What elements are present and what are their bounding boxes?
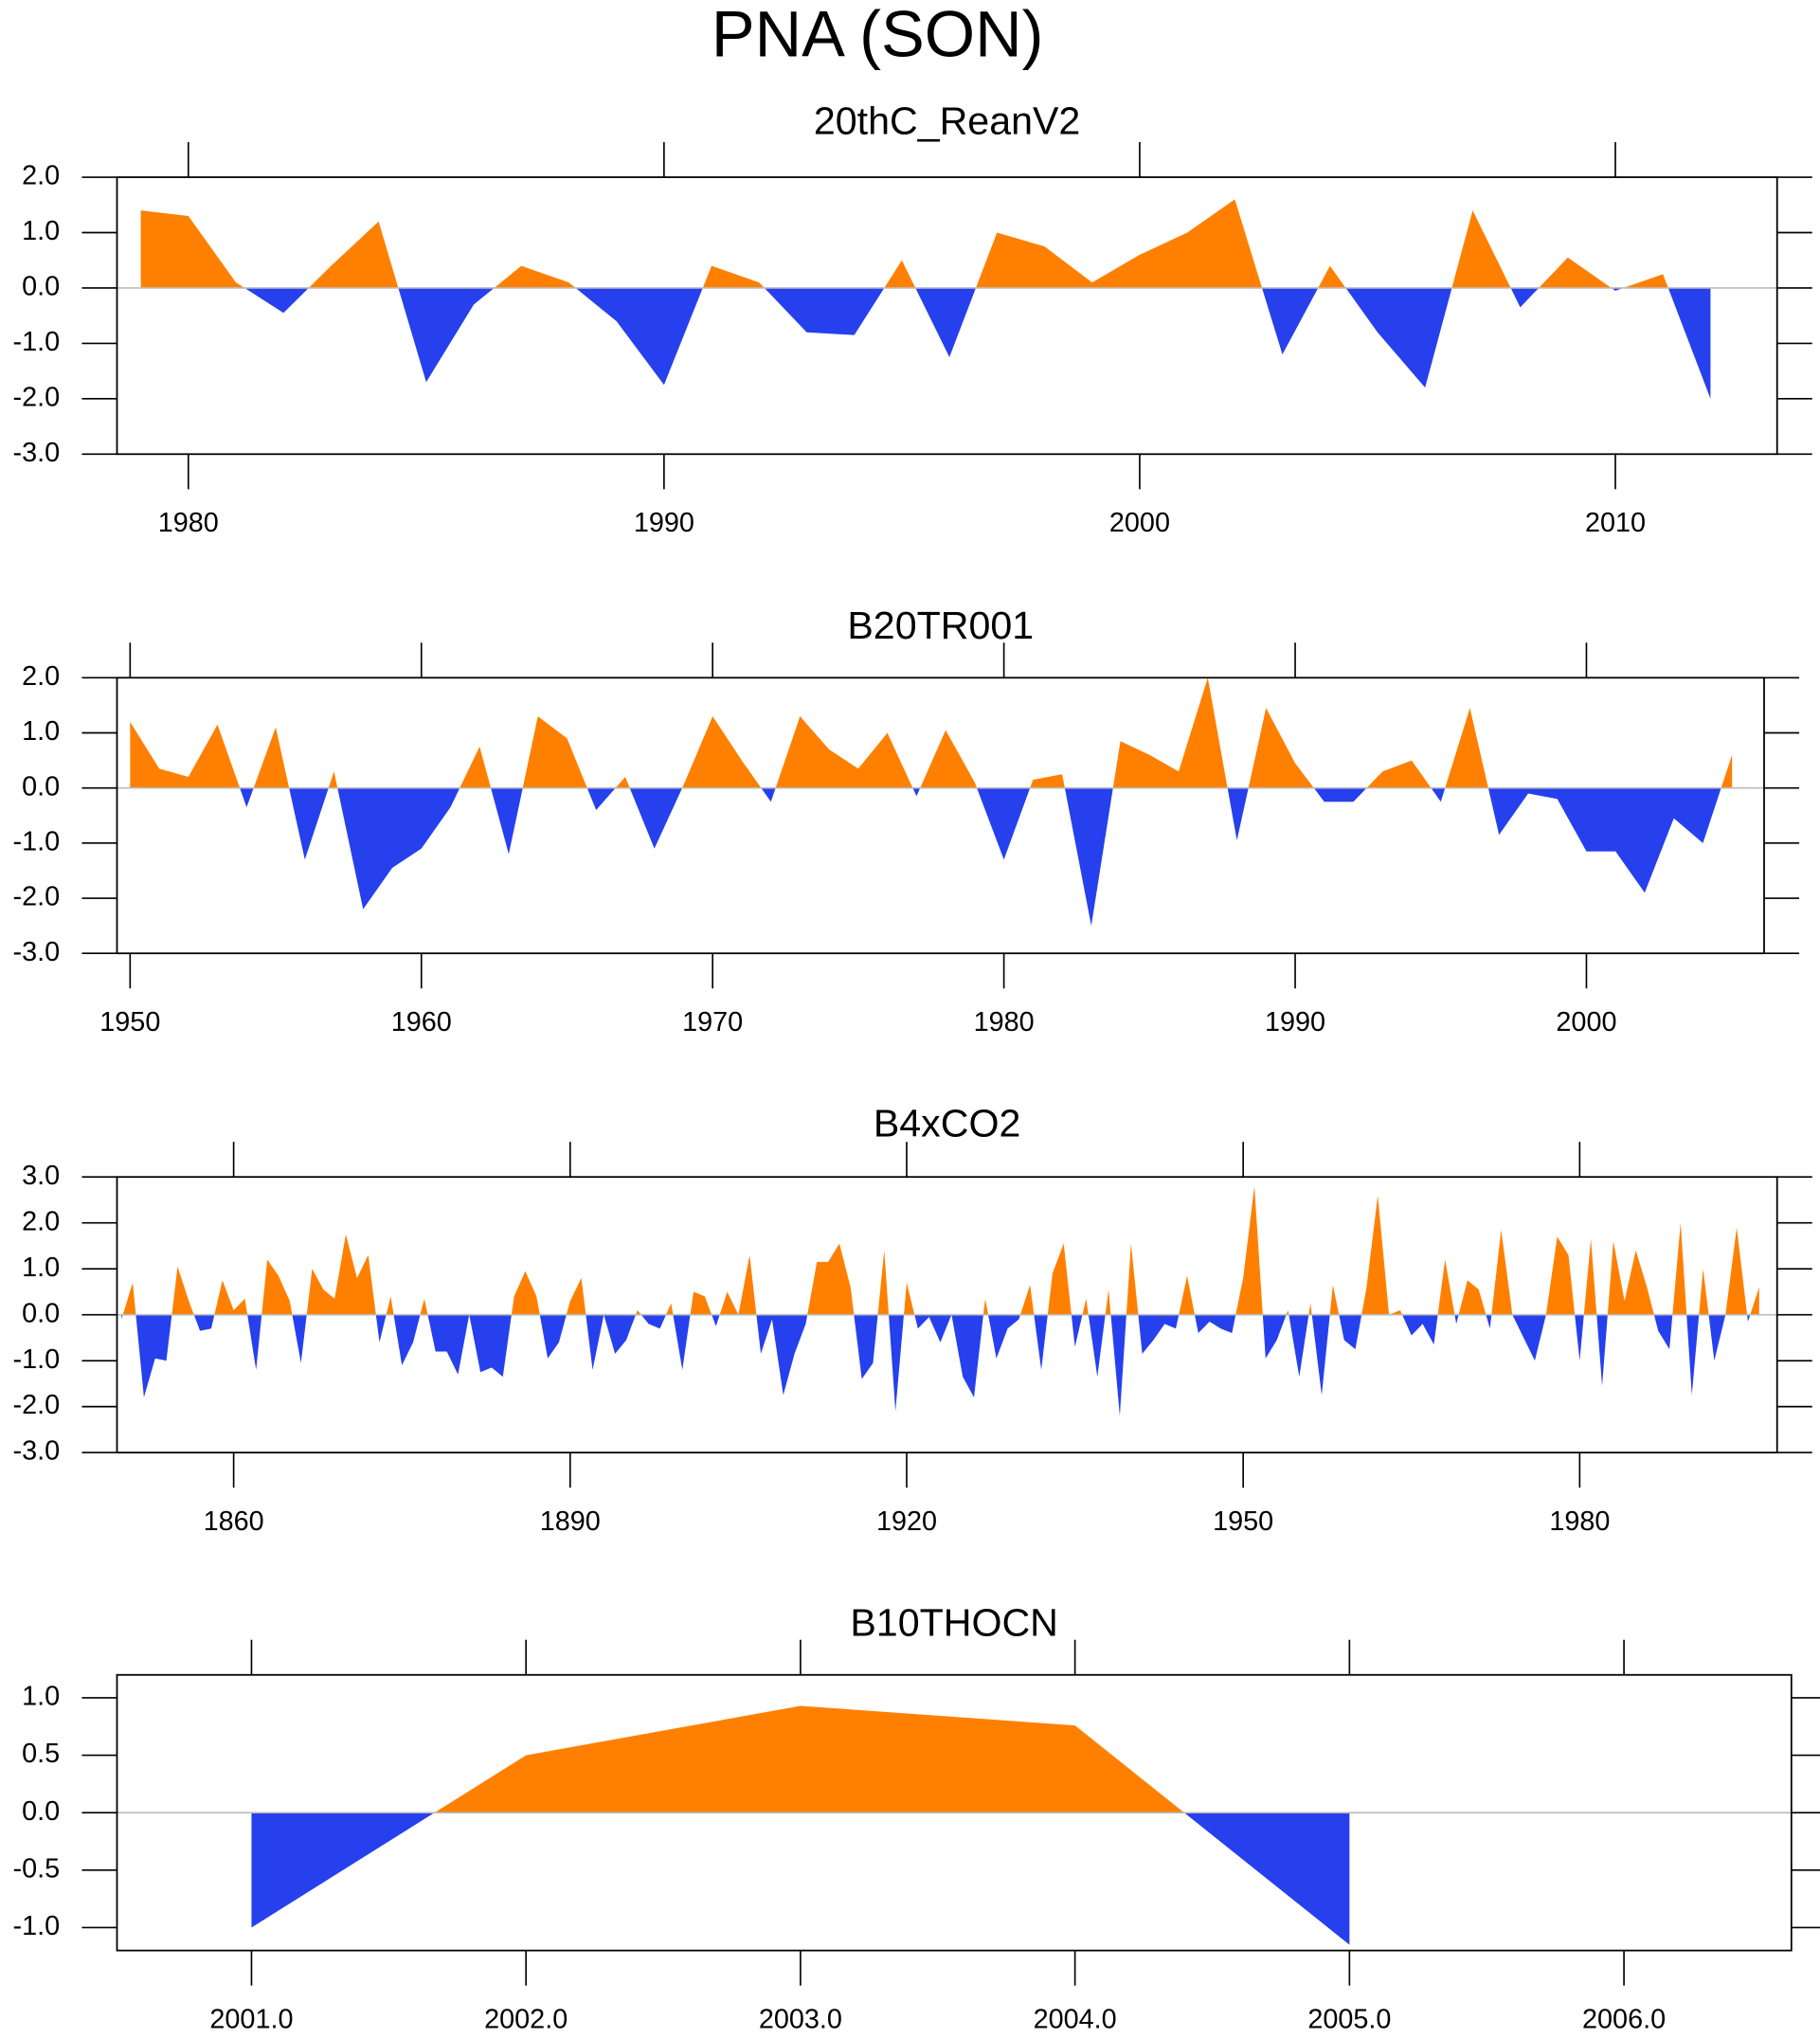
area (130, 677, 1733, 927)
y-tick-label: -0.5 (12, 1853, 60, 1884)
x-tick-label: 2000 (1109, 508, 1170, 538)
y-tick-label: -3.0 (12, 937, 60, 967)
y-tick-label: 0.5 (22, 1739, 60, 1769)
panel-title: B20TR001 (847, 604, 1034, 647)
y-tick-label: -1.0 (12, 1911, 60, 1941)
x-tick-label: 1970 (682, 1007, 743, 1037)
y-tick-label: -1.0 (12, 327, 60, 357)
plot-frame (116, 676, 1765, 955)
y-tick-label: -3.0 (12, 438, 60, 468)
x-tick-label: 1990 (1265, 1007, 1325, 1037)
y-tick-label: 2.0 (22, 161, 60, 191)
y-tick-label: 2.0 (22, 661, 60, 692)
y-tick-label: -2.0 (12, 382, 60, 412)
plot-frame (116, 176, 1778, 456)
y-tick-label: 0.0 (22, 1298, 60, 1328)
y-tick-label: 1.0 (22, 1253, 60, 1283)
y-tick-label: -3.0 (12, 1436, 60, 1467)
x-tick-label: 1860 (204, 1506, 264, 1537)
y-tick-label: 1.0 (22, 216, 60, 246)
panel: B4xCO2 -3.0 -2.0 -1.0 0.0 1.0 2.0 3.0 1860 1890 19… (12, 1102, 1812, 1537)
panel-title: 20thC_ReanV2 (814, 99, 1080, 143)
x-tick-label: 1980 (158, 508, 219, 538)
panel: 20thC_ReanV2 -3.0 -2.0 -1.0 0.0 1.0 2.0 1980 199… (12, 99, 1812, 538)
panel: B10THOCN -1.0 -0.5 0.0 0.5 1.0 2001.0 2002.0 200… (12, 1600, 1820, 2034)
panel-title: B10THOCN (850, 1600, 1058, 1644)
y-tick-label: -1.0 (12, 826, 60, 857)
x-tick-label: 2010 (1585, 508, 1646, 538)
x-tick-label: 2006.0 (1582, 2004, 1666, 2034)
area (251, 1705, 1350, 1945)
x-tick-label: 2003.0 (759, 2004, 842, 2034)
y-tick-label: 1.0 (22, 716, 60, 747)
y-tick-label: 0.0 (22, 771, 60, 802)
area (140, 199, 1711, 399)
figure-title: PNA (SON) (712, 0, 1044, 71)
panel: B20TR001 -3.0 -2.0 -1.0 0.0 1.0 2.0 1950 1960 197… (12, 604, 1800, 1037)
area (121, 1185, 1759, 1416)
y-tick-label: 0.0 (22, 272, 60, 302)
x-tick-label: 2001.0 (209, 2004, 293, 2034)
x-tick-label: 2002.0 (484, 2004, 568, 2034)
x-tick-label: 1950 (99, 1007, 160, 1037)
y-tick-label: 1.0 (22, 1682, 60, 1712)
x-tick-label: 1950 (1213, 1506, 1273, 1537)
x-tick-label: 2004.0 (1034, 2004, 1117, 2034)
y-tick-label: -1.0 (12, 1344, 60, 1375)
x-tick-label: 1990 (634, 508, 694, 538)
y-tick-label: 3.0 (22, 1161, 60, 1191)
y-tick-label: -2.0 (12, 882, 60, 912)
x-tick-label: 1980 (1549, 1506, 1610, 1537)
x-tick-label: 1890 (540, 1506, 601, 1537)
panel-title: B4xCO2 (874, 1102, 1021, 1145)
x-tick-label: 1960 (391, 1007, 452, 1037)
x-tick-label: 1920 (876, 1506, 937, 1537)
y-tick-label: 2.0 (22, 1206, 60, 1236)
y-tick-label: -2.0 (12, 1390, 60, 1420)
x-tick-label: 2005.0 (1307, 2004, 1391, 2034)
x-tick-label: 1980 (974, 1007, 1035, 1037)
x-tick-label: 2000 (1556, 1007, 1616, 1037)
y-tick-label: 0.0 (22, 1796, 60, 1827)
